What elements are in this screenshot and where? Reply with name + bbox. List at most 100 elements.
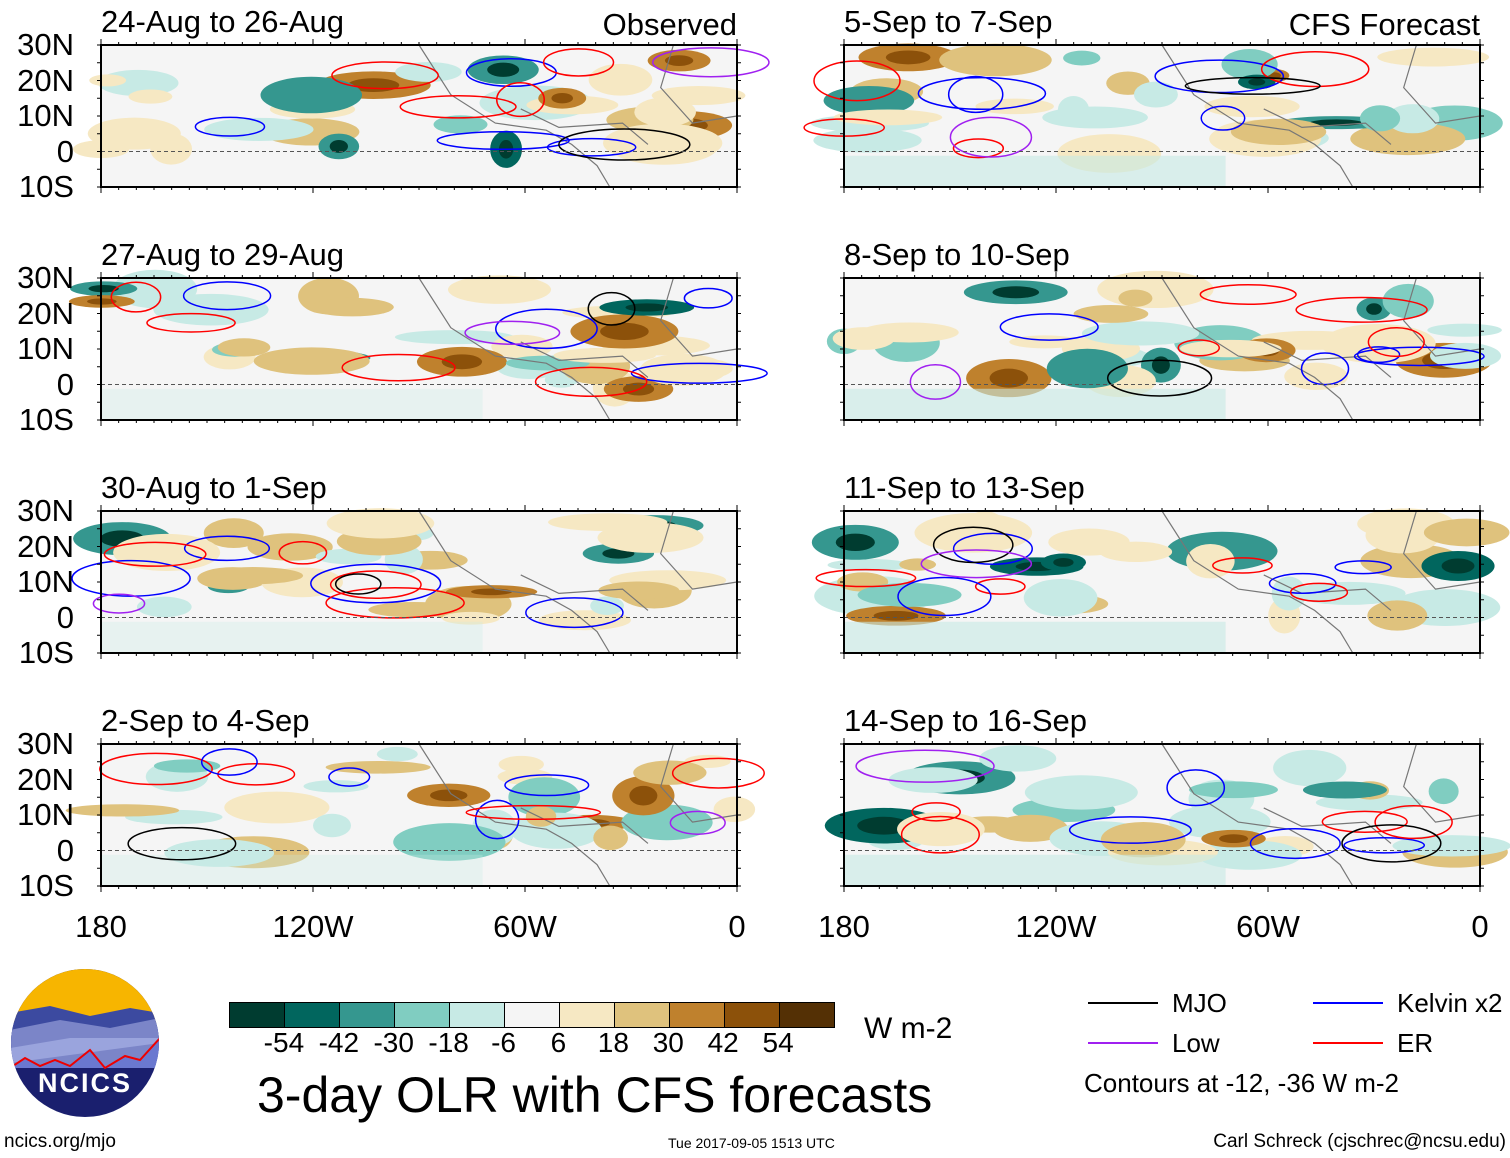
positive-olr-anomaly [1118,289,1153,307]
legend-label: MJO [1172,988,1227,1018]
wave-contour [110,281,162,313]
negative-olr-anomaly [394,330,515,345]
positive-olr-anomaly [498,755,544,774]
negative-olr-anomaly [1271,576,1307,611]
colorbar [229,1002,835,1028]
positive-olr-anomaly [65,804,180,817]
negative-olr-anomaly [303,780,369,793]
positive-olr-anomaly [1423,518,1510,547]
colorbar-label: 42 [707,1027,739,1058]
negative-olr-anomaly [1427,323,1502,337]
wave-contour [671,757,765,789]
wave-contour [182,281,272,311]
colorbar-label: 6 [550,1027,567,1058]
wave-contour [331,61,439,90]
wave-contour [558,128,691,161]
coastline [1263,108,1392,145]
lat-label: 20N [17,295,74,331]
positive-olr-anomaly [588,63,653,96]
negative-olr-anomaly [510,812,603,849]
wave-contour [920,549,1033,579]
lat-label: 30N [17,493,74,528]
positive-olr-anomaly [525,806,557,827]
negative-olr-anomaly [1023,579,1098,617]
negative-olr-anomaly [153,293,269,326]
colorbar-label: -6 [491,1027,516,1058]
positive-olr-anomaly [1204,95,1300,118]
olr-map-panel [803,39,1503,193]
negative-olr-anomaly [888,767,978,793]
positive-olr-anomaly [325,760,431,774]
positive-olr-anomaly [247,533,333,561]
positive-olr-anomaly [1097,270,1214,309]
wave-contour [310,563,442,604]
wave-contour [1068,816,1192,844]
coastline [1263,341,1392,378]
wave-contour [1353,346,1485,367]
wave-contour [99,752,213,786]
lon-label: 60W [1236,909,1300,944]
wave-contour [534,366,648,397]
negative-olr-anomaly [153,759,221,773]
observed-label: Observed [602,7,737,42]
negative-olr-anomaly [204,117,314,141]
colorbar-swatch [615,1003,670,1027]
colorbar-swatch [450,1003,505,1027]
positive-olr-anomaly [1073,304,1149,323]
legend-note: Contours at -12, -36 W m-2 [1084,1068,1399,1098]
logo-text: NCICS [38,1068,132,1098]
wave-contour [952,138,1005,159]
colorbar-label: 30 [652,1027,684,1058]
negative-olr-anomaly [1168,805,1271,839]
wave-contour [815,568,917,588]
coastline [1403,277,1481,357]
lat-label: 10N [17,331,74,366]
wave-contour [1199,284,1297,306]
negative-olr-anomaly [1024,775,1138,810]
wave-contour [465,804,602,821]
negative-olr-anomaly [393,823,506,861]
negative-olr-anomaly [979,745,1057,772]
wave-contour [525,597,624,629]
negative-olr-anomaly [1428,778,1459,805]
lat-label: 0 [56,366,74,402]
positive-olr-anomaly [1230,118,1327,145]
negative-olr-anomaly [1221,49,1278,80]
panel-title: 27-Aug to 29-Aug [101,237,345,272]
panel-title: 30-Aug to 1-Sep [101,470,327,505]
olr-map-panel [71,505,741,659]
site-url[interactable]: ncics.org/mjo [4,1131,116,1152]
colorbar-label: 18 [597,1027,629,1058]
lat-label: 10S [18,635,74,670]
negative-olr-anomaly [260,76,363,114]
lat-label: 10S [18,169,74,204]
lat-label: 10S [18,402,74,437]
lon-label: 0 [728,909,746,944]
positive-olr-anomaly [1367,600,1428,631]
positive-olr-anomaly [713,796,756,823]
wave-contour [587,291,636,326]
lat-label: 20N [17,761,74,797]
negative-olr-anomaly [857,583,962,607]
colorbar-units: W m-2 [864,1012,953,1045]
positive-olr-anomaly [553,347,656,363]
wave-contour [1367,326,1425,358]
colorbar-swatch [395,1003,450,1027]
positive-olr-anomaly [1100,821,1186,858]
negative-olr-anomaly [376,746,418,762]
positive-olr-anomaly [224,791,330,824]
timestamp: Tue 2017-09-05 1513 UTC [668,1135,835,1151]
positive-olr-anomaly [203,567,304,585]
ncics-logo: NCICS [11,969,159,1117]
coastline [1161,510,1354,654]
wave-contour [683,287,733,309]
wave-contour [917,76,1047,111]
negative-olr-anomaly [1189,781,1278,799]
coastline [1263,574,1392,611]
wave-contour [1300,352,1350,386]
wave-contour [542,48,615,77]
olr-map-panel [65,738,765,892]
legend-label: Kelvin x2 [1397,988,1503,1018]
coastline [418,743,611,887]
lat-label: 0 [56,832,74,868]
